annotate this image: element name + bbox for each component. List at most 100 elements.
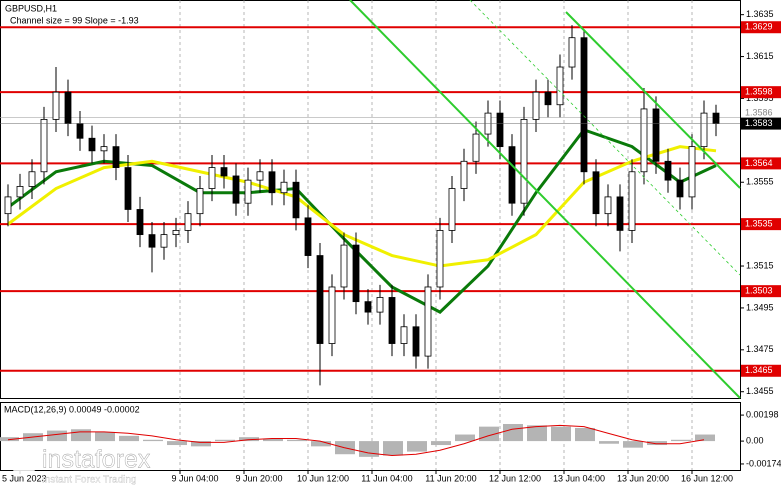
candle-body <box>292 181 300 219</box>
macd-tick-label: -0.00174 <box>746 458 781 468</box>
candle-body <box>352 244 360 303</box>
y-tick-label: 1.3455 <box>746 386 774 396</box>
candle-body <box>340 244 348 288</box>
level-label-box <box>741 285 781 298</box>
candle-body <box>424 286 432 357</box>
macd-signal <box>7 424 705 457</box>
candle-body <box>580 37 588 173</box>
candle-body <box>328 286 336 344</box>
candle-body <box>676 179 684 198</box>
level-label-box <box>741 157 781 170</box>
macd-bar <box>71 429 91 442</box>
macd-bar <box>647 441 667 446</box>
level-label: 1.3465 <box>745 365 773 375</box>
candle-body <box>688 146 696 198</box>
candle-body <box>652 108 660 162</box>
chart-title: GBPUSD,H1 <box>5 3 57 13</box>
x-tick-label: 13 Jun 20:00 <box>617 473 669 483</box>
x-tick-label: 9 Jun 20:00 <box>235 473 282 483</box>
candle-body <box>208 167 216 189</box>
candle-body <box>628 171 636 231</box>
macd-bar <box>695 434 715 442</box>
candle-body <box>220 167 228 177</box>
macd-bar <box>143 439 163 442</box>
macd-bar <box>407 441 427 452</box>
macd-bar <box>503 424 523 442</box>
macd-bar <box>215 439 235 442</box>
macd-bar <box>95 431 115 442</box>
y-tick-label: 1.3555 <box>746 177 774 187</box>
last-price-label: 1.3583 <box>745 118 773 128</box>
y-tick-label: 1.3615 <box>746 51 774 61</box>
macd-bar <box>167 441 187 446</box>
y-tick-label: 1.3475 <box>746 344 774 354</box>
last-price-box <box>741 117 781 130</box>
macd-tick-label: 0.00 <box>746 435 764 445</box>
macd-bar <box>383 441 403 456</box>
candle-body <box>436 230 444 288</box>
macd-bar <box>47 430 67 442</box>
channel-mid-line <box>469 0 741 276</box>
candle-body <box>184 213 192 231</box>
macd-bar <box>263 438 283 442</box>
layers: 1.3629 1.3598 1.3564 1.3535 1.3503 1.3465 1.35… <box>0 21 781 457</box>
level-label-box <box>741 218 781 231</box>
y-tick-label: 1.3635 <box>746 9 774 19</box>
candle-body <box>412 326 420 357</box>
candle-body <box>316 255 324 344</box>
candle-body <box>172 230 180 236</box>
candle-body <box>160 234 168 248</box>
candle-body <box>268 171 276 194</box>
macd-bar <box>455 434 475 442</box>
candle-body <box>472 133 480 162</box>
macd-bar <box>551 426 571 442</box>
level-label: 1.3564 <box>745 158 773 168</box>
candle-body <box>496 112 504 148</box>
macd-bar <box>311 441 331 447</box>
macd-frame <box>0 402 741 471</box>
candle-body <box>376 297 384 313</box>
macd-bar <box>119 435 139 442</box>
candle-body <box>604 196 612 215</box>
x-tick-label: 16 Jun 12:00 <box>681 473 733 483</box>
x-tick-label: 13 Jun 04:00 <box>553 473 605 483</box>
y-tick-label: 1.3515 <box>746 260 774 270</box>
candle-body <box>448 188 456 231</box>
x-tick-label: 11 Jun 20:00 <box>425 473 476 483</box>
x-tick-label: 12 Jun 12:00 <box>489 473 541 483</box>
candle-body <box>16 186 24 198</box>
candle-body <box>4 196 12 215</box>
candle-body <box>28 171 36 187</box>
macd-bar <box>287 439 307 442</box>
candle-body <box>712 112 720 124</box>
level-label-box <box>741 86 781 99</box>
candle-body <box>532 91 540 120</box>
candle-body <box>76 123 84 139</box>
prev-price-label: 1.3586 <box>745 108 773 118</box>
macd-title: MACD(12,26,9) 0.00049 -0.00002 <box>4 404 140 414</box>
candle-body <box>616 196 624 231</box>
candle-body <box>508 146 516 204</box>
macd-bar <box>623 441 643 448</box>
macd-bar <box>671 439 691 442</box>
candle-body <box>592 171 600 215</box>
candle-body <box>364 301 372 313</box>
level-label: 1.3598 <box>745 87 773 97</box>
candle-body <box>148 234 156 248</box>
candle-body <box>400 326 408 344</box>
x-tick-label: 5 Jun 2023 <box>2 473 47 483</box>
candle-body <box>568 37 576 68</box>
candle-body <box>40 119 48 173</box>
logo-icon <box>9 445 39 475</box>
level-label: 1.3535 <box>745 219 773 229</box>
candle-body <box>52 91 60 120</box>
candle-body <box>544 91 552 106</box>
candle-body <box>520 119 528 204</box>
logo-tagline: Instant Forex Trading <box>42 475 137 486</box>
macd-bar <box>527 425 547 442</box>
level-label-box <box>741 21 781 34</box>
logo-name: instaforex <box>42 446 151 474</box>
y-tick-label: 1.3495 <box>746 302 774 312</box>
